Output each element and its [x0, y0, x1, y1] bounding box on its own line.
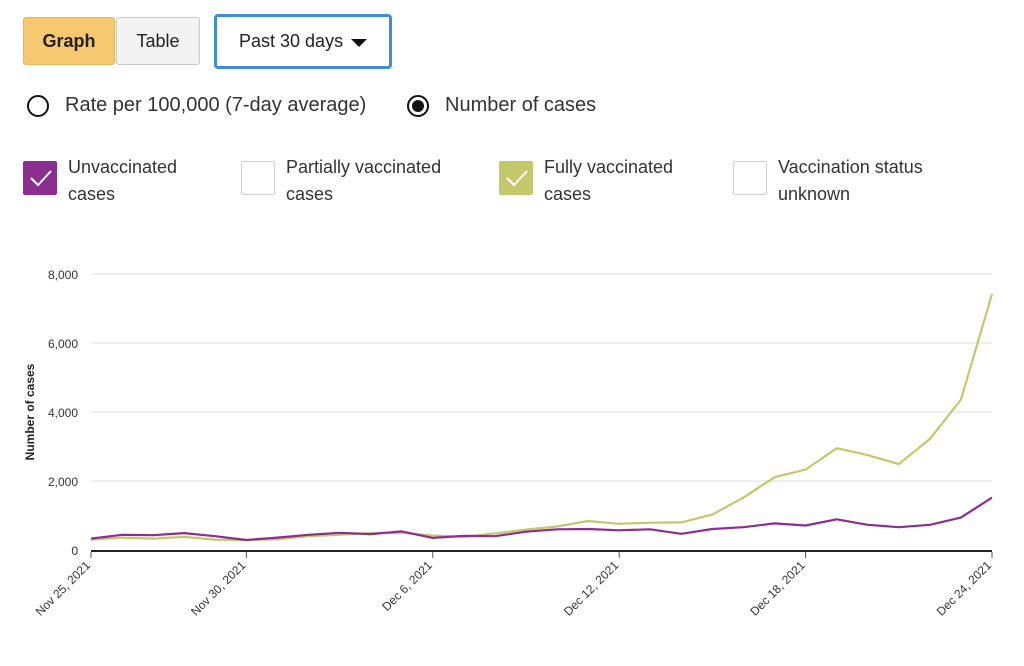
date-range-value: Past 30 days	[239, 31, 344, 51]
radio-circle-selected-icon	[407, 94, 429, 117]
cases-line-chart: 0 2,000 4,000 6,000 8,000 Nov 25, 2021 Nov 30,…	[23, 268, 995, 619]
y-tick-label: 0	[71, 544, 78, 558]
status-unknown-label: Vaccination status unknown	[778, 157, 923, 204]
rate-per-100k-radio[interactable]: Rate per 100,000 (7-day average)	[27, 94, 366, 117]
unvaccinated-checkbox[interactable]: Unvaccinated cases	[23, 154, 258, 208]
x-tick-label: Nov 25, 2021	[33, 558, 94, 619]
checkbox-checked-icon	[499, 161, 533, 195]
series-line-unvaccinated	[90, 496, 993, 542]
fully-vaccinated-checkbox[interactable]: Fully vaccinated cases	[499, 154, 734, 208]
radio-circle-icon	[27, 94, 49, 117]
x-tick-label: Nov 30, 2021	[188, 558, 249, 619]
table-view-button[interactable]: Table	[116, 17, 200, 65]
y-axis-label: Number of cases	[23, 363, 37, 460]
partially-vaccinated-checkbox[interactable]: Partially vaccinated cases	[241, 154, 476, 208]
y-tick-label: 2,000	[48, 475, 78, 489]
number-of-cases-label: Number of cases	[445, 94, 597, 116]
rate-per-100k-label: Rate per 100,000 (7-day average)	[65, 94, 367, 116]
x-tick-label: Dec 24, 2021	[934, 558, 995, 619]
caret-down-icon	[351, 39, 367, 47]
fully-vaccinated-label: Fully vaccinated cases	[544, 157, 674, 204]
x-tick-label: Dec 18, 2021	[747, 558, 808, 619]
graph-view-button[interactable]: Graph	[23, 17, 115, 65]
y-tick-label: 6,000	[48, 337, 78, 351]
date-range-select[interactable]: Past 30 days	[214, 14, 392, 69]
status-unknown-checkbox[interactable]: Vaccination status unknown	[733, 154, 968, 208]
partially-vaccinated-label: Partially vaccinated cases	[286, 157, 442, 204]
y-tick-label: 8,000	[48, 268, 78, 282]
view-toggle: Graph Table	[23, 17, 200, 65]
unvaccinated-label: Unvaccinated cases	[68, 157, 178, 204]
x-tick-label: Dec 12, 2021	[561, 558, 622, 619]
checkbox-checked-icon	[23, 161, 57, 195]
number-of-cases-radio[interactable]: Number of cases	[407, 94, 596, 117]
series-line-fully-vaccinated	[90, 293, 994, 542]
checkbox-empty-icon	[241, 161, 275, 195]
y-tick-label: 4,000	[48, 406, 78, 420]
checkbox-empty-icon	[733, 161, 767, 195]
x-tick-label: Dec 6, 2021	[379, 558, 435, 614]
